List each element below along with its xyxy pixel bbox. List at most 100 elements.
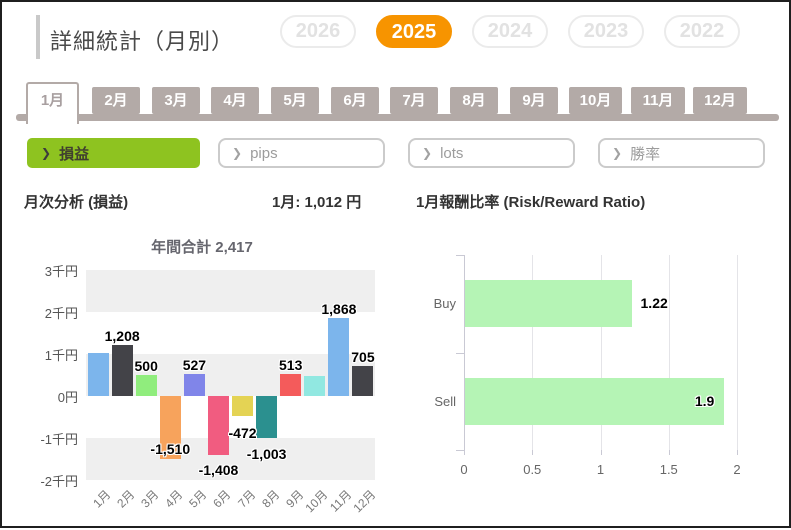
value-axis-label: 0.5	[523, 462, 542, 477]
value-axis-label: 1.5	[659, 462, 678, 477]
value-axis-tick	[464, 450, 465, 455]
month-bar-2月	[111, 345, 133, 396]
metric-button-label: lots	[440, 144, 464, 162]
month-tab-7月[interactable]: 7月	[390, 87, 438, 114]
value-axis-label: 1	[596, 462, 605, 477]
y-axis-label: -2千円	[40, 474, 78, 489]
month-tab-11月[interactable]: 11月	[631, 87, 685, 114]
year-pill-2023[interactable]: 2023	[568, 15, 644, 48]
month-bar-5月	[183, 373, 205, 396]
monthly-pl-chart: 年間合計 2,417 1,208 500 -1,510 527 -1,408 -472 -1…	[2, 230, 412, 530]
value-axis-tick	[737, 450, 738, 455]
year-pill-2024[interactable]: 2024	[472, 15, 548, 48]
bar-value-label: 1.9	[694, 392, 715, 409]
plot-band	[86, 354, 375, 396]
chevron-right-icon: ❯	[612, 146, 623, 160]
month-tab-8月[interactable]: 8月	[450, 87, 498, 114]
bar-value-label: -1,408	[198, 462, 239, 479]
chevron-right-icon: ❯	[422, 146, 433, 160]
x-axis-label-4月: 4月	[162, 487, 186, 511]
year-selector: 2026 2025 2024 2023 2022	[2, 15, 791, 49]
month-tab-2月[interactable]: 2月	[92, 87, 140, 114]
month-bar-9月	[280, 374, 302, 396]
annual-total-label: 年間合計 2,417	[151, 239, 253, 256]
x-axis-label-6月: 6月	[210, 487, 234, 511]
month-tab-5月[interactable]: 5月	[271, 87, 319, 114]
monthly-analysis-title: 月次分析 (損益)	[24, 194, 129, 211]
sell-bar	[465, 377, 725, 425]
value-gridline	[668, 255, 670, 450]
value-axis-tick	[668, 450, 670, 455]
bar-value-label: 1.22	[640, 295, 668, 312]
y-axis-label: 3千円	[44, 264, 78, 279]
bar-value-label: 705	[351, 349, 375, 366]
month-bar-10月	[304, 375, 326, 396]
metric-button-label: pips	[250, 144, 278, 162]
y-axis-label: 1千円	[44, 348, 78, 363]
bar-value-label: -1,510	[150, 441, 191, 458]
month-bar-4月	[159, 396, 181, 460]
title-accent-bar	[36, 15, 40, 59]
y-axis-label: 0円	[57, 390, 78, 405]
metric-button-勝率[interactable]: ❯ 勝率	[598, 138, 765, 168]
x-axis-label-9月: 9月	[282, 487, 307, 511]
x-axis-label-12月: 12月	[350, 487, 379, 516]
month-tabs-baseline	[16, 114, 779, 121]
metric-button-pips[interactable]: ❯ pips	[218, 138, 385, 168]
year-pill-2022[interactable]: 2022	[664, 15, 740, 48]
category-axis-line	[464, 255, 465, 450]
value-gridline	[600, 255, 602, 450]
year-pill-2025[interactable]: 2025	[376, 15, 452, 48]
bar-value-label: 527	[182, 356, 207, 373]
month-tab-3月[interactable]: 3月	[152, 87, 200, 114]
selected-month-value: 1月: 1,012 円	[272, 194, 362, 211]
month-tabs: 1月 2月 3月 4月 5月 6月 7月 8月 9月 10月 11月 12月	[2, 80, 791, 126]
month-bar-12月	[352, 366, 374, 396]
category-axis-tick	[456, 352, 464, 354]
value-axis-tick	[600, 450, 602, 455]
value-axis-tick	[532, 450, 534, 455]
month-tab-9月[interactable]: 9月	[510, 87, 558, 114]
value-axis-label: 2	[733, 462, 741, 477]
value-gridline	[532, 255, 534, 450]
month-tab-4月[interactable]: 4月	[211, 87, 259, 114]
month-tab-12月[interactable]: 12月	[693, 87, 747, 114]
month-bar-3月	[135, 375, 157, 396]
category-axis-tick	[456, 450, 464, 451]
value-gridline	[737, 255, 738, 450]
metric-button-lots[interactable]: ❯ lots	[408, 138, 575, 168]
bar-value-label: -1,003	[246, 446, 287, 463]
chevron-right-icon: ❯	[41, 146, 52, 160]
metric-button-label: 勝率	[630, 145, 661, 163]
month-tab-10月[interactable]: 10月	[569, 87, 622, 114]
x-axis-label-2月: 2月	[114, 487, 138, 511]
x-axis-label-7月: 7月	[234, 487, 258, 511]
month-bar-7月	[232, 396, 254, 416]
month-tab-1月[interactable]: 1月	[26, 82, 79, 124]
bar-value-label: 1,208	[104, 328, 140, 345]
y-axis-label: 2千円	[44, 306, 78, 321]
month-tab-6月[interactable]: 6月	[331, 87, 379, 114]
month-bar-1月	[87, 353, 109, 396]
category-axis-tick	[456, 255, 464, 256]
category-label-Sell: Sell	[434, 393, 456, 409]
x-axis-label-1月: 1月	[90, 487, 114, 511]
chevron-right-icon: ❯	[232, 146, 243, 160]
year-pill-2026[interactable]: 2026	[280, 15, 356, 48]
bar-value-label: -472	[228, 424, 257, 441]
bar-value-label: 1,868	[321, 300, 357, 317]
bar-value-label: 513	[279, 357, 303, 374]
bar-value-label: 500	[134, 358, 158, 374]
metric-buttons: ❯ 損益 ❯ pips ❯ lots ❯ 勝率	[2, 138, 791, 168]
buy-bar	[465, 280, 632, 328]
category-label-Buy: Buy	[433, 296, 456, 312]
x-axis-label-5月: 5月	[186, 487, 210, 511]
x-axis-label-3月: 3月	[138, 487, 162, 511]
monthly-pl-plot-area: 1,208 500 -1,510 527 -1,408 -472 -1,003 513 1,86…	[86, 270, 375, 480]
metric-button-label: 損益	[59, 145, 90, 163]
value-axis-label: 0	[460, 462, 468, 477]
metric-button-損益[interactable]: ❯ 損益	[27, 138, 200, 168]
risk-reward-chart: 0 0.5 1 1.5 2 Buy 1.22 Sell 1.9	[412, 230, 791, 530]
plot-band	[86, 270, 375, 312]
